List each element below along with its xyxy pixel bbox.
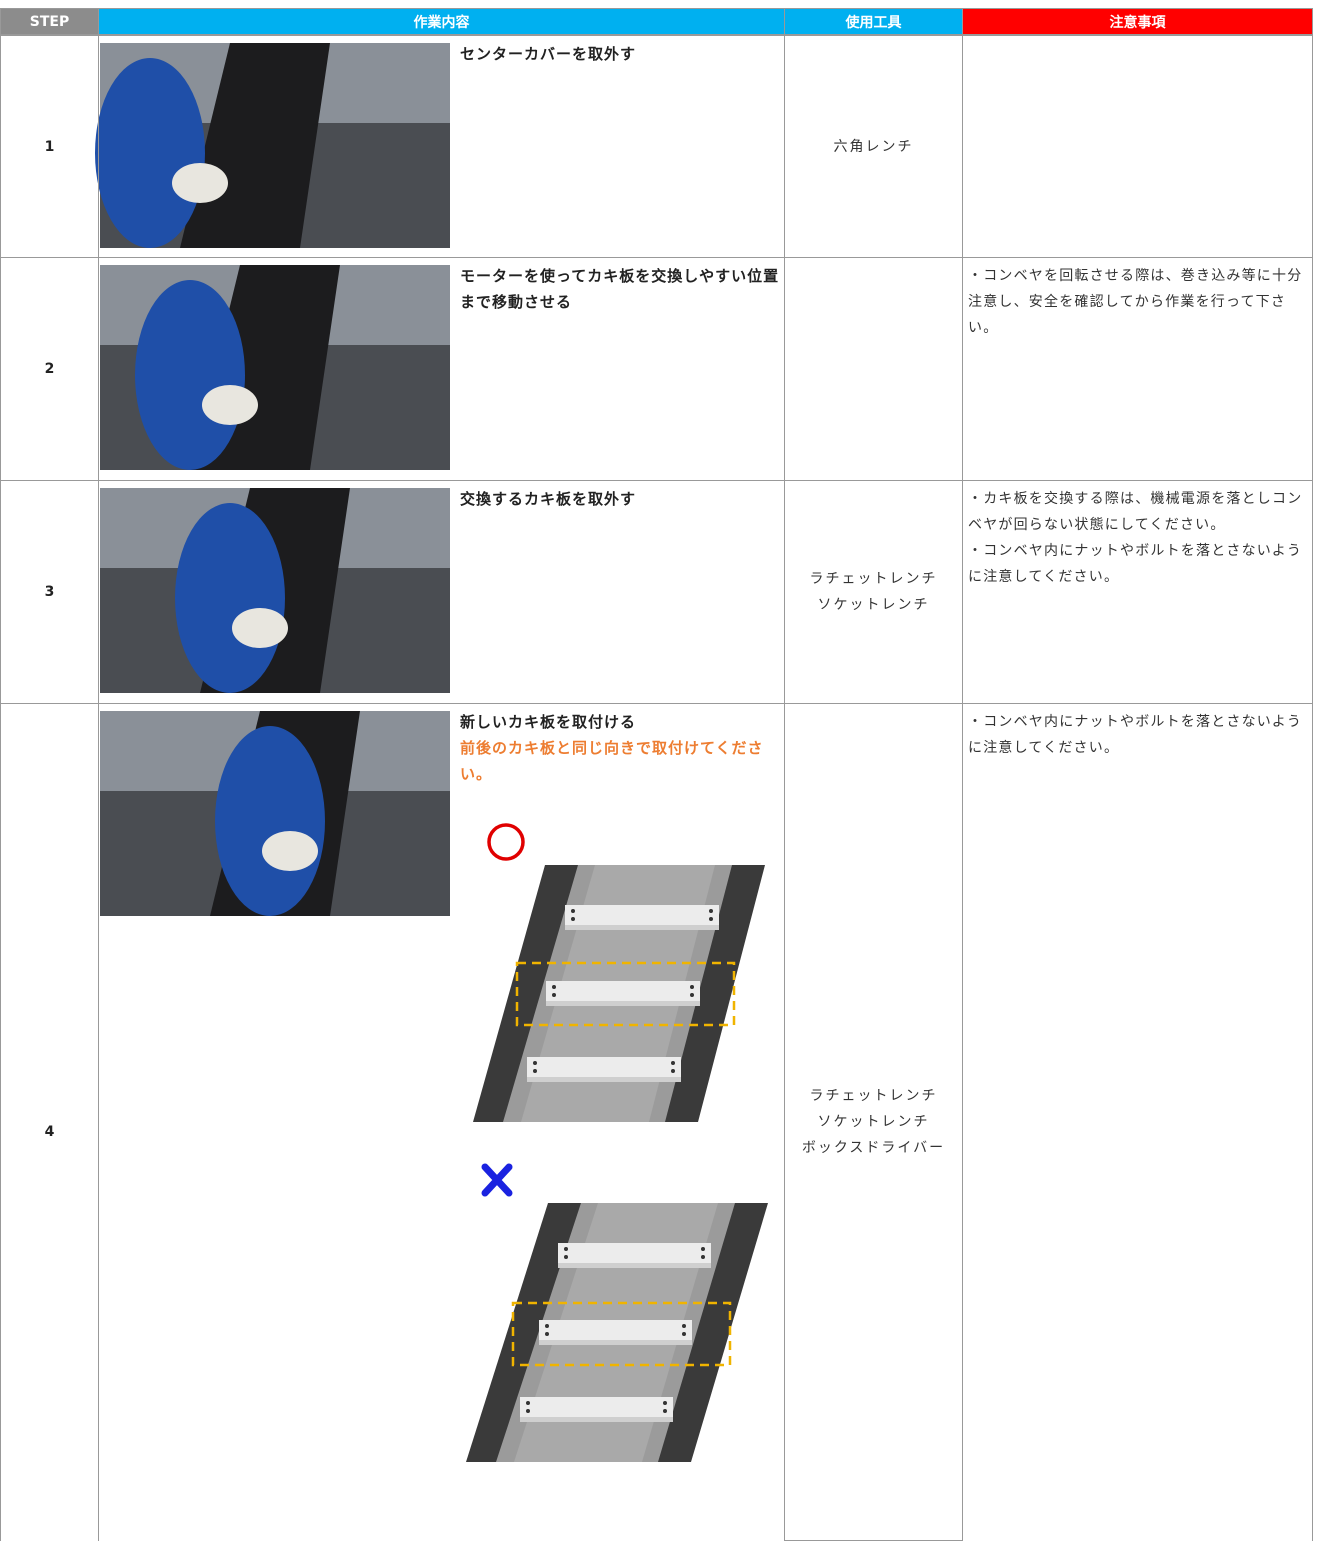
tool-name: ラチェットレンチ	[809, 1088, 938, 1104]
bolt	[682, 1324, 686, 1328]
bolt	[690, 993, 694, 997]
bolt	[533, 1061, 537, 1065]
bolt	[552, 985, 556, 989]
step-title-text: センターカバーを取外す	[460, 45, 637, 63]
bolt	[671, 1069, 675, 1073]
step-title-text: 新しいカキ板を取付ける	[460, 713, 637, 731]
bolt	[552, 993, 556, 997]
tool-name: 六角レンチ	[833, 138, 914, 155]
scraper-plate	[527, 1057, 681, 1079]
bolt	[533, 1069, 537, 1073]
bolt	[663, 1401, 667, 1405]
tools-cell	[784, 257, 963, 481]
bolt	[564, 1247, 568, 1251]
bolt	[526, 1409, 530, 1413]
ng-mark	[481, 1163, 513, 1197]
bolt	[571, 917, 575, 921]
step-title: センターカバーを取外す	[460, 41, 785, 67]
note-item: ・コンベヤ内にナットやボルトを落とさないように注意してください。	[968, 543, 1303, 585]
header-cell: STEP	[0, 8, 99, 35]
bolt	[709, 909, 713, 913]
step-title-text: 交換するカキ板を取外す	[460, 490, 637, 508]
notes: ・コンベヤ内にナットやボルトを落とさないように注意してください。	[968, 709, 1310, 761]
bolt	[564, 1255, 568, 1259]
step-cell: 1	[0, 35, 99, 258]
tool-name: ボックスドライバー	[801, 1140, 946, 1156]
bolt	[701, 1247, 705, 1251]
photo-glove	[202, 385, 258, 425]
note-item: ・コンベヤを回転させる際は、巻き込み等に十分注意し、安全を確認してから作業を行っ…	[968, 268, 1303, 336]
tool-name: ラチェットレンチ	[809, 571, 938, 587]
bolt	[526, 1401, 530, 1405]
scraper-plate	[539, 1320, 692, 1342]
notes-cell	[962, 703, 1313, 1541]
photo-worker	[95, 58, 205, 248]
header-cell: 使用工具	[784, 8, 963, 35]
bolt	[709, 917, 713, 921]
note-item: ・カキ板を交換する際は、機械電源を落としコンベヤが回らない状態にしてください。	[968, 491, 1303, 533]
step-cell: 3	[0, 480, 99, 704]
scraper-edge	[558, 1263, 711, 1268]
bolt	[701, 1255, 705, 1259]
bolt	[663, 1409, 667, 1413]
header-cell: 注意事項	[962, 8, 1313, 35]
bolt	[545, 1332, 549, 1336]
caution-text: 前後のカキ板と同じ向きで取付けてください。	[460, 739, 764, 783]
tools-cell: 六角レンチ	[784, 35, 963, 258]
header-cell: 作業内容	[98, 8, 785, 35]
scraper-edge	[527, 1077, 681, 1082]
scraper-edge	[565, 925, 719, 930]
scraper-plate	[565, 905, 719, 927]
content-cell	[98, 480, 785, 704]
bolt	[671, 1061, 675, 1065]
notes: ・カキ板を交換する際は、機械電源を落としコンベヤが回らない状態にしてください。・…	[968, 486, 1310, 590]
note-item: ・コンベヤ内にナットやボルトを落とさないように注意してください。	[968, 714, 1303, 756]
bolt	[690, 985, 694, 989]
step-title-text: モーターを使ってカキ板を交換しやすい位置まで移動させる	[460, 267, 780, 311]
content-cell	[98, 703, 785, 1541]
tools-cell: ラチェットレンチ ソケットレンチ ボックスドライバー	[784, 703, 963, 1541]
tools-cell: ラチェットレンチ ソケットレンチ	[784, 480, 963, 704]
step-cell: 2	[0, 257, 99, 481]
scraper-plate	[520, 1397, 673, 1419]
highlight-box	[515, 961, 736, 1027]
tool-name: ソケットレンチ	[817, 597, 930, 613]
scraper-plate	[546, 981, 700, 1003]
bolt	[571, 909, 575, 913]
bolt	[545, 1324, 549, 1328]
ok-mark	[487, 823, 525, 861]
step-title: モーターを使ってカキ板を交換しやすい位置まで移動させる	[460, 263, 785, 315]
step-title: 交換するカキ板を取外す	[460, 486, 785, 512]
content-cell	[98, 35, 785, 258]
step-title: 新しいカキ板を取付ける前後のカキ板と同じ向きで取付けてください。	[460, 709, 785, 787]
photo-glove	[262, 831, 318, 871]
photo-glove	[172, 163, 228, 203]
step-cell: 4	[0, 703, 99, 1541]
tool-name: ソケットレンチ	[817, 1114, 930, 1130]
notes-cell	[962, 35, 1313, 258]
photo-glove	[232, 608, 288, 648]
scraper-edge	[520, 1417, 673, 1422]
scraper-plate	[558, 1243, 711, 1265]
scraper-edge	[539, 1340, 692, 1345]
scraper-edge	[546, 1001, 700, 1006]
bolt	[682, 1332, 686, 1336]
notes: ・コンベヤを回転させる際は、巻き込み等に十分注意し、安全を確認してから作業を行っ…	[968, 263, 1310, 341]
highlight-box	[511, 1301, 732, 1367]
